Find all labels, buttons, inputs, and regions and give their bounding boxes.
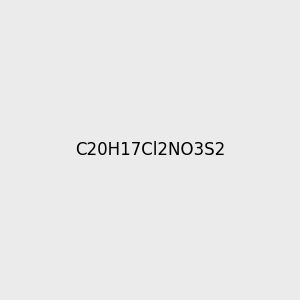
Text: C20H17Cl2NO3S2: C20H17Cl2NO3S2	[75, 141, 225, 159]
